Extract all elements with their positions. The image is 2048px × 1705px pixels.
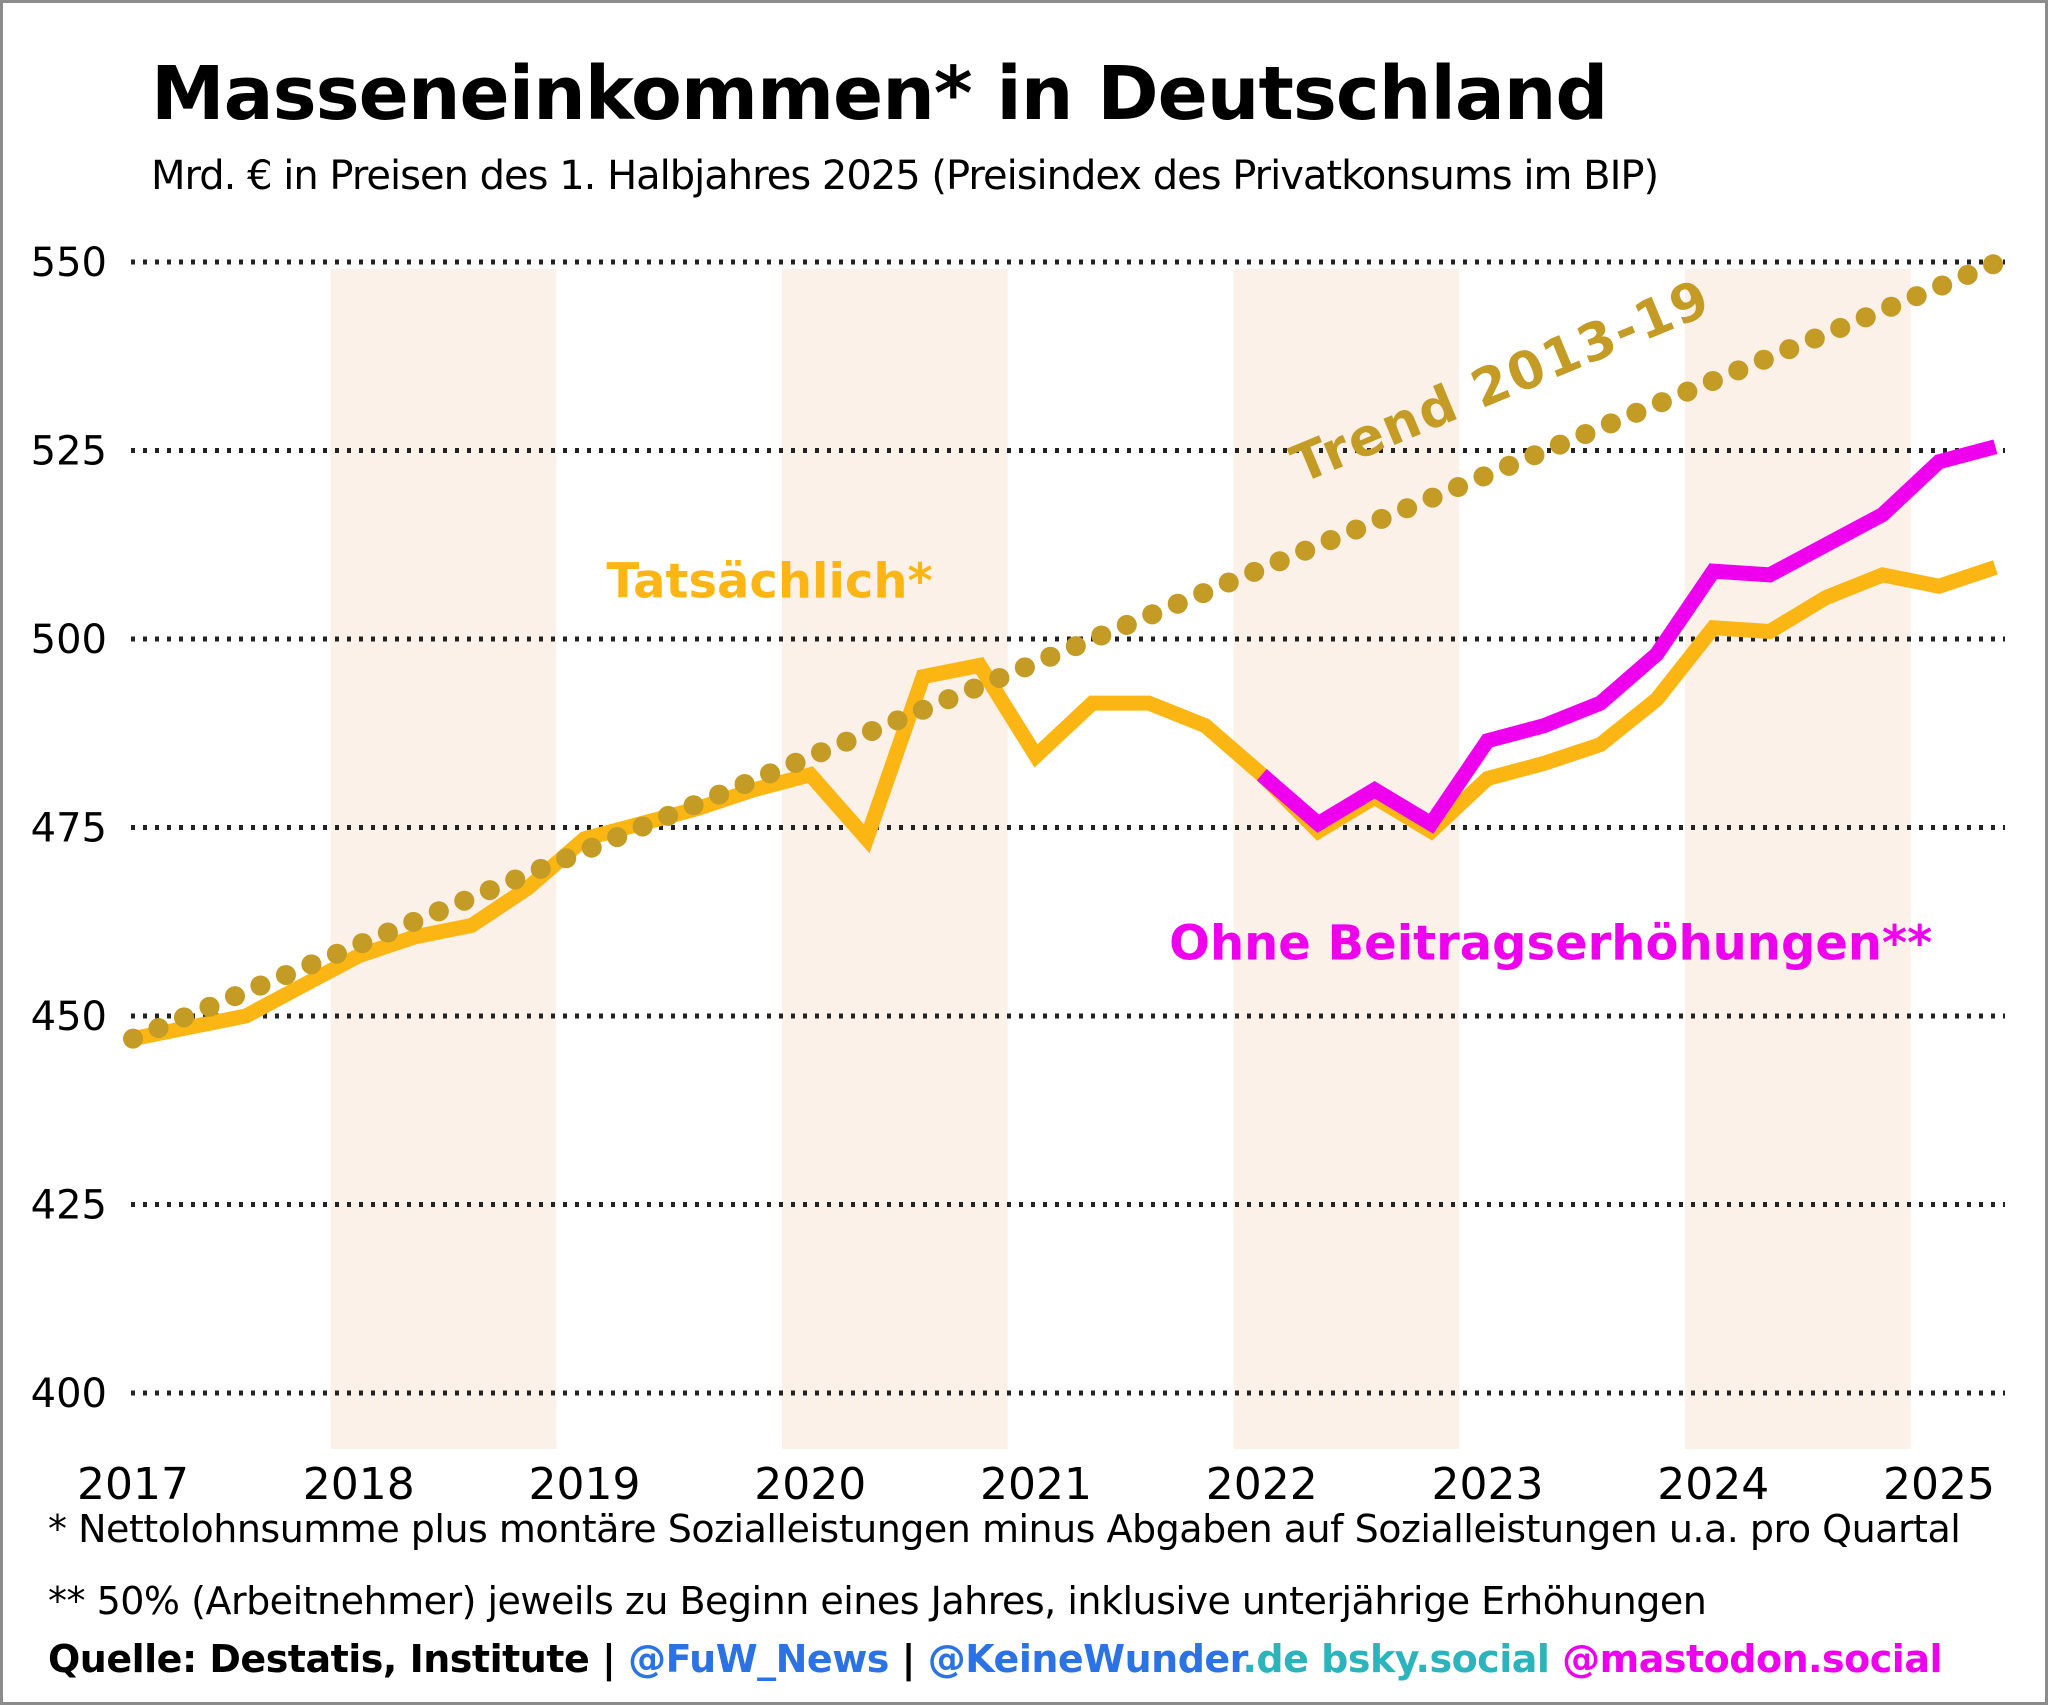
source-segment: bsky.social <box>1308 1637 1550 1681</box>
y-tick-label: 525 <box>31 429 107 475</box>
source-line: Quelle: Destatis, Institute | @FuW_News … <box>48 1637 1943 1681</box>
x-tick-label: 2024 <box>1657 1459 1769 1510</box>
footnote-2: ** 50% (Arbeitnehmer) jeweils zu Beginn … <box>48 1579 1707 1623</box>
x-tick-label: 2018 <box>303 1459 415 1510</box>
year-band <box>330 269 557 1449</box>
y-tick-label: 550 <box>31 240 107 286</box>
x-tick-label: 2021 <box>980 1459 1092 1510</box>
source-segment: .de <box>1242 1637 1309 1681</box>
source-segment: | <box>888 1637 928 1681</box>
source-segment: @mastodon.social <box>1549 1637 1943 1681</box>
x-tick-label: 2022 <box>1206 1459 1318 1510</box>
series-label: Tatsächlich* <box>607 554 933 610</box>
y-tick-label: 425 <box>31 1183 107 1229</box>
y-tick-label: 450 <box>31 994 107 1040</box>
source-segment: Quelle: Destatis, Institute | <box>48 1637 629 1681</box>
y-tick-label: 500 <box>31 617 107 663</box>
line-chart: 400 425 450 475 500 525 550 2017 2018 2019 2020 202… <box>31 240 2013 1510</box>
x-tick-label: 2019 <box>529 1459 641 1510</box>
series-label: Ohne Beitragserhöhungen** <box>1169 916 1932 972</box>
y-tick-label: 475 <box>31 806 107 852</box>
x-tick-label: 2023 <box>1432 1459 1544 1510</box>
y-tick-label: 400 <box>31 1371 107 1417</box>
x-tick-label: 2017 <box>77 1459 189 1510</box>
source-segment: @FuW_News <box>628 1637 889 1681</box>
series-line-tatsaechlich <box>131 560 1998 1046</box>
footnote-1: * Nettolohnsumme plus montäre Sozialleis… <box>48 1507 1961 1551</box>
year-band <box>1685 269 1911 1449</box>
x-tick-label: 2025 <box>1883 1459 1995 1510</box>
year-band <box>1233 269 1460 1449</box>
year-band <box>782 269 1008 1449</box>
trend-line <box>123 250 2013 1049</box>
chart-subtitle: Mrd. € in Preisen des 1. Halbjahres 2025… <box>151 153 1659 199</box>
source-segment: @KeineWunder <box>927 1637 1243 1681</box>
series-line-ohne <box>1256 439 1998 834</box>
x-tick-label: 2020 <box>754 1459 866 1510</box>
page-title: Masseneinkommen* in Deutschland <box>151 51 1608 137</box>
